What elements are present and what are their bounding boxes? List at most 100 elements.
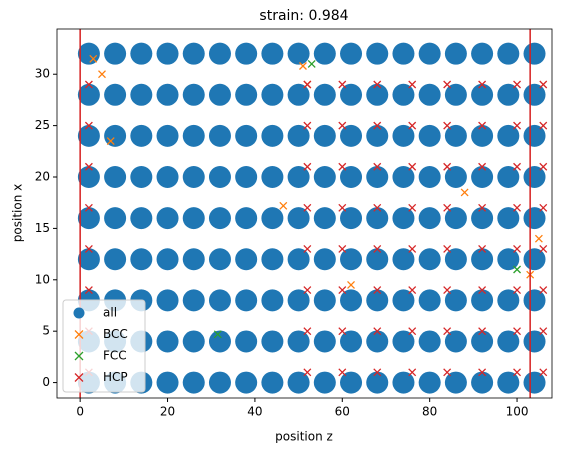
point	[299, 62, 307, 70]
point	[340, 330, 363, 353]
point	[392, 124, 415, 147]
point	[261, 83, 284, 106]
point	[366, 207, 389, 230]
point	[287, 166, 310, 189]
point	[340, 166, 363, 189]
point	[156, 289, 179, 312]
point	[523, 42, 546, 65]
point	[77, 124, 100, 147]
point	[408, 368, 417, 377]
point	[366, 330, 389, 353]
point	[497, 42, 520, 65]
x-tick-label: 0	[76, 405, 84, 419]
point	[523, 289, 546, 312]
y-tick-label: 10	[35, 272, 50, 286]
point	[523, 124, 546, 147]
point	[261, 248, 284, 271]
point	[471, 83, 494, 106]
point	[130, 207, 153, 230]
chart-title: strain: 0.984	[259, 8, 348, 24]
point	[478, 245, 487, 253]
point	[313, 42, 336, 65]
point	[182, 330, 205, 353]
legend-label: FCC	[103, 349, 127, 363]
point	[523, 248, 546, 271]
y-tick-label: 0	[42, 375, 50, 389]
point	[478, 203, 487, 212]
point	[534, 234, 543, 243]
point	[373, 80, 382, 89]
point	[444, 371, 467, 394]
point	[539, 121, 548, 130]
point	[338, 327, 347, 336]
point	[89, 54, 98, 63]
y-tick-label: 30	[35, 67, 50, 81]
point	[182, 124, 205, 147]
point	[104, 207, 127, 230]
point	[303, 80, 312, 89]
point	[104, 248, 127, 271]
point	[303, 286, 312, 295]
point	[497, 371, 520, 394]
plot-area	[77, 42, 548, 394]
point	[418, 166, 441, 189]
point	[104, 42, 127, 65]
point	[408, 203, 417, 212]
point	[392, 207, 415, 230]
point	[235, 289, 258, 312]
point	[77, 207, 100, 230]
point	[98, 70, 106, 79]
point	[84, 203, 93, 212]
point	[460, 188, 469, 197]
point	[408, 80, 417, 89]
point	[497, 248, 520, 271]
point	[208, 124, 231, 147]
point	[106, 137, 115, 145]
point	[208, 248, 231, 271]
point	[208, 371, 231, 394]
point	[408, 162, 417, 171]
point	[182, 83, 205, 106]
point	[156, 207, 179, 230]
point	[208, 330, 231, 353]
point	[366, 166, 389, 189]
point	[478, 368, 487, 377]
point	[130, 124, 153, 147]
point	[392, 42, 415, 65]
point	[443, 121, 452, 130]
point	[366, 248, 389, 271]
point	[287, 207, 310, 230]
point	[287, 124, 310, 147]
point	[444, 83, 467, 106]
point	[513, 80, 522, 89]
point	[303, 327, 312, 336]
point	[313, 248, 336, 271]
point	[443, 245, 452, 253]
point	[156, 124, 179, 147]
point	[208, 83, 231, 106]
point	[366, 124, 389, 147]
x-tick-label: 40	[247, 405, 262, 419]
point	[373, 162, 382, 171]
x-tick-label: 100	[506, 405, 529, 419]
point	[261, 289, 284, 312]
point	[418, 371, 441, 394]
y-axis-label: position x	[11, 184, 25, 242]
point	[338, 80, 347, 89]
point	[261, 330, 284, 353]
point	[287, 83, 310, 106]
point	[261, 124, 284, 147]
point	[366, 371, 389, 394]
point	[208, 166, 231, 189]
x-axis-label: position z	[275, 430, 333, 444]
point	[497, 289, 520, 312]
point	[208, 207, 231, 230]
point	[208, 289, 231, 312]
point	[313, 289, 336, 312]
point	[523, 83, 546, 106]
point	[444, 42, 467, 65]
point	[497, 207, 520, 230]
point	[338, 203, 347, 212]
